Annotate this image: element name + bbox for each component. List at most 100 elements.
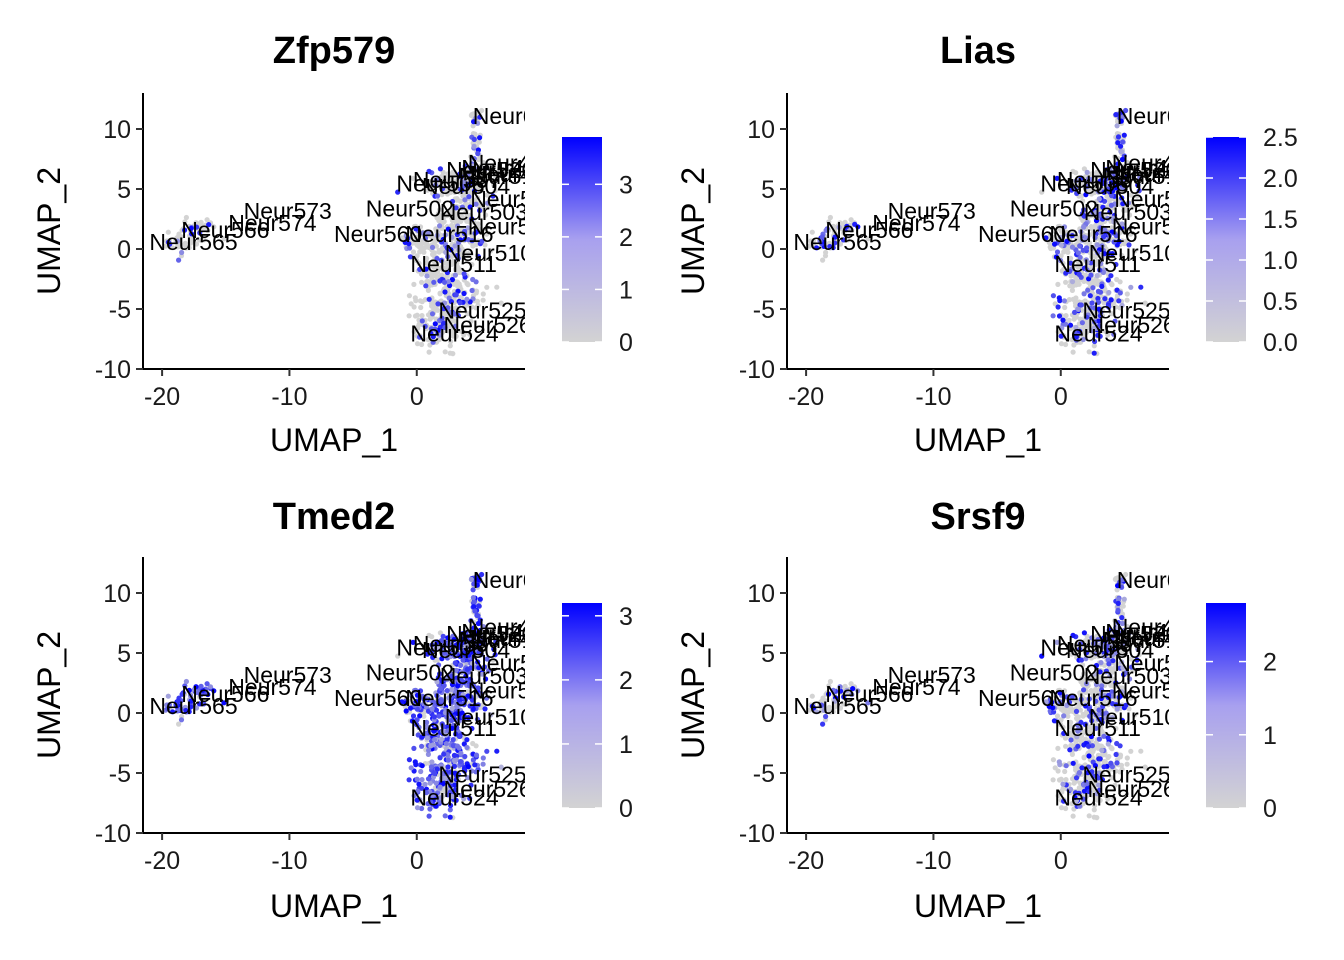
umap-point-expressed — [820, 721, 826, 727]
umap-point-expressed — [418, 768, 424, 775]
umap-point — [1124, 755, 1130, 761]
umap-point-expressed — [1073, 775, 1080, 781]
umap-point-expressed — [407, 254, 413, 260]
umap-point-expressed — [425, 776, 432, 782]
umap-point — [470, 740, 476, 747]
umap-point — [408, 228, 414, 235]
umap-point — [1070, 168, 1076, 174]
umap-point — [431, 235, 437, 241]
umap-point-expressed — [1056, 759, 1062, 765]
umap-points — [163, 107, 504, 357]
umap-point-expressed — [165, 239, 171, 245]
umap-point-expressed — [453, 205, 459, 211]
umap-point-expressed — [422, 235, 429, 241]
umap-point — [462, 250, 468, 256]
umap-point — [493, 174, 499, 180]
umap-point-expressed — [1117, 290, 1123, 296]
umap-point-expressed — [469, 216, 475, 222]
umap-point-expressed — [451, 311, 457, 317]
umap-point-expressed — [452, 323, 459, 329]
umap-point-expressed — [437, 223, 443, 229]
cluster-label: Neur509 — [468, 214, 556, 240]
y-axis-title: UMAP_2 — [31, 167, 67, 295]
umap-point-expressed — [482, 165, 489, 171]
umap-point-expressed — [464, 744, 470, 751]
cluster-label: Neur511 — [1054, 715, 1141, 741]
umap-point — [1063, 279, 1069, 285]
umap-point — [425, 337, 431, 343]
x-tick-label: -10 — [915, 383, 951, 411]
umap-point-expressed — [473, 752, 480, 758]
umap-point-expressed — [406, 757, 412, 763]
panel-title: Lias — [940, 30, 1016, 72]
umap-point-expressed — [453, 292, 459, 298]
umap-point-expressed — [448, 299, 454, 305]
x-tick-label: 0 — [1054, 383, 1068, 411]
umap-point — [431, 263, 437, 269]
umap-point — [476, 139, 482, 145]
umap-point-expressed — [442, 325, 448, 331]
cluster-label: Neur511 — [1054, 251, 1141, 277]
umap-point-expressed — [176, 257, 182, 263]
colorbar-tick-label: 0.0 — [1263, 329, 1298, 357]
umap-point-expressed — [462, 228, 468, 234]
umap-point — [1080, 181, 1086, 187]
umap-point — [415, 324, 421, 330]
colorbar — [562, 137, 602, 342]
umap-point-expressed — [1061, 298, 1067, 304]
umap-point — [1052, 765, 1058, 771]
y-axis-title: UMAP_2 — [31, 631, 67, 759]
umap-point — [419, 270, 425, 276]
umap-point — [1050, 777, 1056, 783]
umap-point-expressed — [436, 332, 442, 338]
umap-point-expressed — [484, 748, 490, 754]
umap-point-expressed — [459, 187, 465, 193]
umap-point — [438, 311, 445, 317]
umap-point — [1080, 198, 1086, 204]
umap-point — [1095, 169, 1102, 175]
umap-point — [1126, 165, 1133, 171]
umap-point — [1130, 204, 1136, 210]
umap-point — [461, 332, 467, 338]
umap-point-expressed — [443, 249, 449, 255]
cluster-label: Neur502 — [366, 196, 454, 222]
umap-point-expressed — [1115, 140, 1121, 146]
y-tick-label: 5 — [117, 640, 131, 668]
panel-title: Zfp579 — [273, 30, 395, 72]
umap-point — [428, 185, 435, 191]
cluster-label: Neur560 — [334, 221, 422, 247]
colorbar-tick-label: 0 — [619, 329, 633, 357]
umap-point-expressed — [437, 166, 443, 172]
umap-point — [1063, 313, 1069, 319]
umap-point — [455, 219, 461, 225]
umap-point-expressed — [434, 255, 440, 262]
umap-point — [411, 329, 417, 335]
colorbar-tick-label: 3 — [619, 171, 633, 199]
umap-point-expressed — [194, 224, 200, 230]
umap-point — [480, 291, 486, 297]
umap-point — [412, 295, 418, 301]
umap-point — [453, 266, 459, 272]
umap-point — [1058, 776, 1064, 782]
umap-point — [456, 308, 462, 314]
umap-point-expressed — [423, 266, 429, 272]
umap-point — [448, 253, 455, 260]
umap-point-expressed — [452, 243, 458, 249]
umap-point-expressed — [408, 765, 414, 771]
umap-point-expressed — [179, 249, 185, 256]
y-tick-label: 0 — [117, 700, 131, 728]
umap-point-expressed — [423, 283, 429, 289]
umap-point-expressed — [461, 290, 467, 297]
umap-point — [211, 224, 217, 230]
umap-point-expressed — [407, 245, 413, 251]
umap-point — [399, 235, 405, 241]
umap-point — [480, 160, 487, 166]
umap-point-expressed — [1121, 132, 1127, 138]
umap-point-expressed — [442, 232, 448, 238]
umap-point-expressed — [426, 747, 432, 754]
umap-point-expressed — [477, 207, 483, 214]
umap-point-expressed — [1115, 600, 1121, 607]
umap-point — [448, 319, 454, 325]
umap-point — [186, 245, 192, 251]
umap-point — [488, 248, 494, 254]
